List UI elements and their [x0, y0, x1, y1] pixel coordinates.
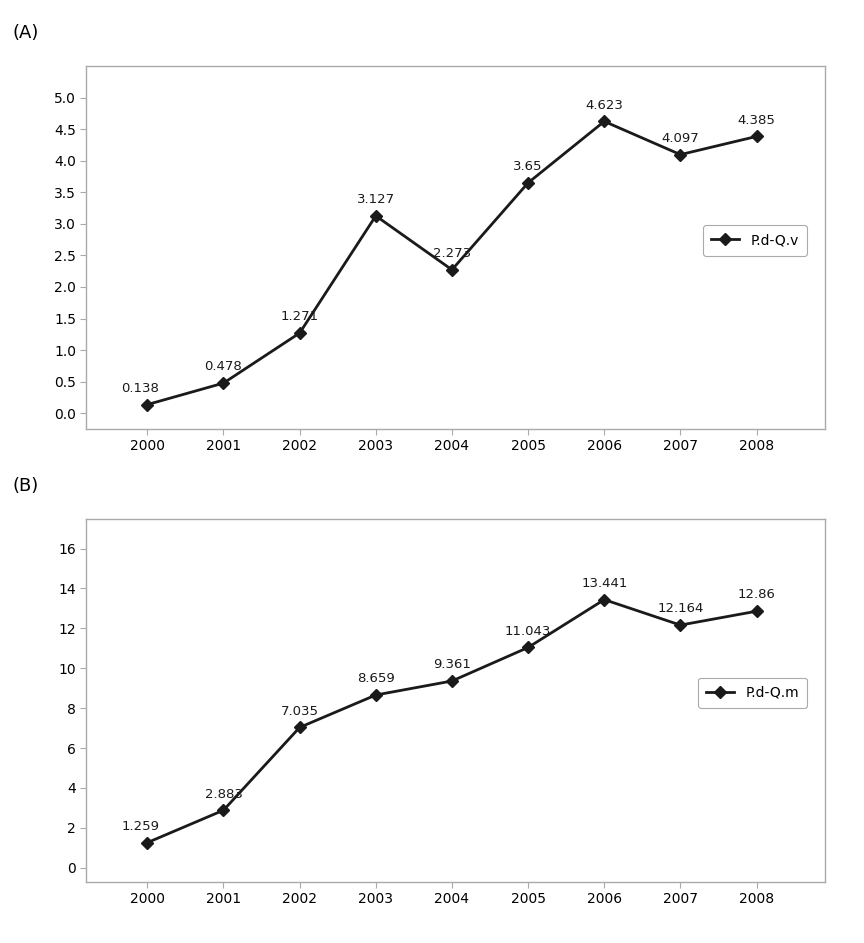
Text: 4.623: 4.623 [585, 99, 623, 111]
Text: 2.273: 2.273 [433, 247, 471, 260]
Text: (B): (B) [13, 477, 39, 495]
Text: 3.65: 3.65 [513, 160, 543, 174]
Text: 4.097: 4.097 [662, 132, 699, 145]
Text: 13.441: 13.441 [581, 577, 627, 590]
Text: 4.385: 4.385 [738, 114, 776, 126]
Text: 8.659: 8.659 [357, 672, 395, 686]
Text: 0.478: 0.478 [205, 360, 243, 373]
Text: 0.138: 0.138 [122, 382, 159, 395]
Text: 3.127: 3.127 [357, 193, 395, 207]
Legend: P.d-Q.v: P.d-Q.v [703, 225, 807, 256]
Text: 2.883: 2.883 [205, 787, 243, 801]
Text: 9.361: 9.361 [433, 658, 471, 671]
Text: 7.035: 7.035 [281, 704, 319, 718]
Text: 1.259: 1.259 [121, 819, 159, 833]
Text: (A): (A) [13, 25, 40, 42]
Text: 11.043: 11.043 [505, 624, 551, 637]
Legend: P.d-Q.m: P.d-Q.m [698, 678, 807, 708]
Text: 12.86: 12.86 [738, 588, 776, 602]
Text: 12.164: 12.164 [658, 603, 703, 616]
Text: 1.271: 1.271 [281, 310, 319, 323]
